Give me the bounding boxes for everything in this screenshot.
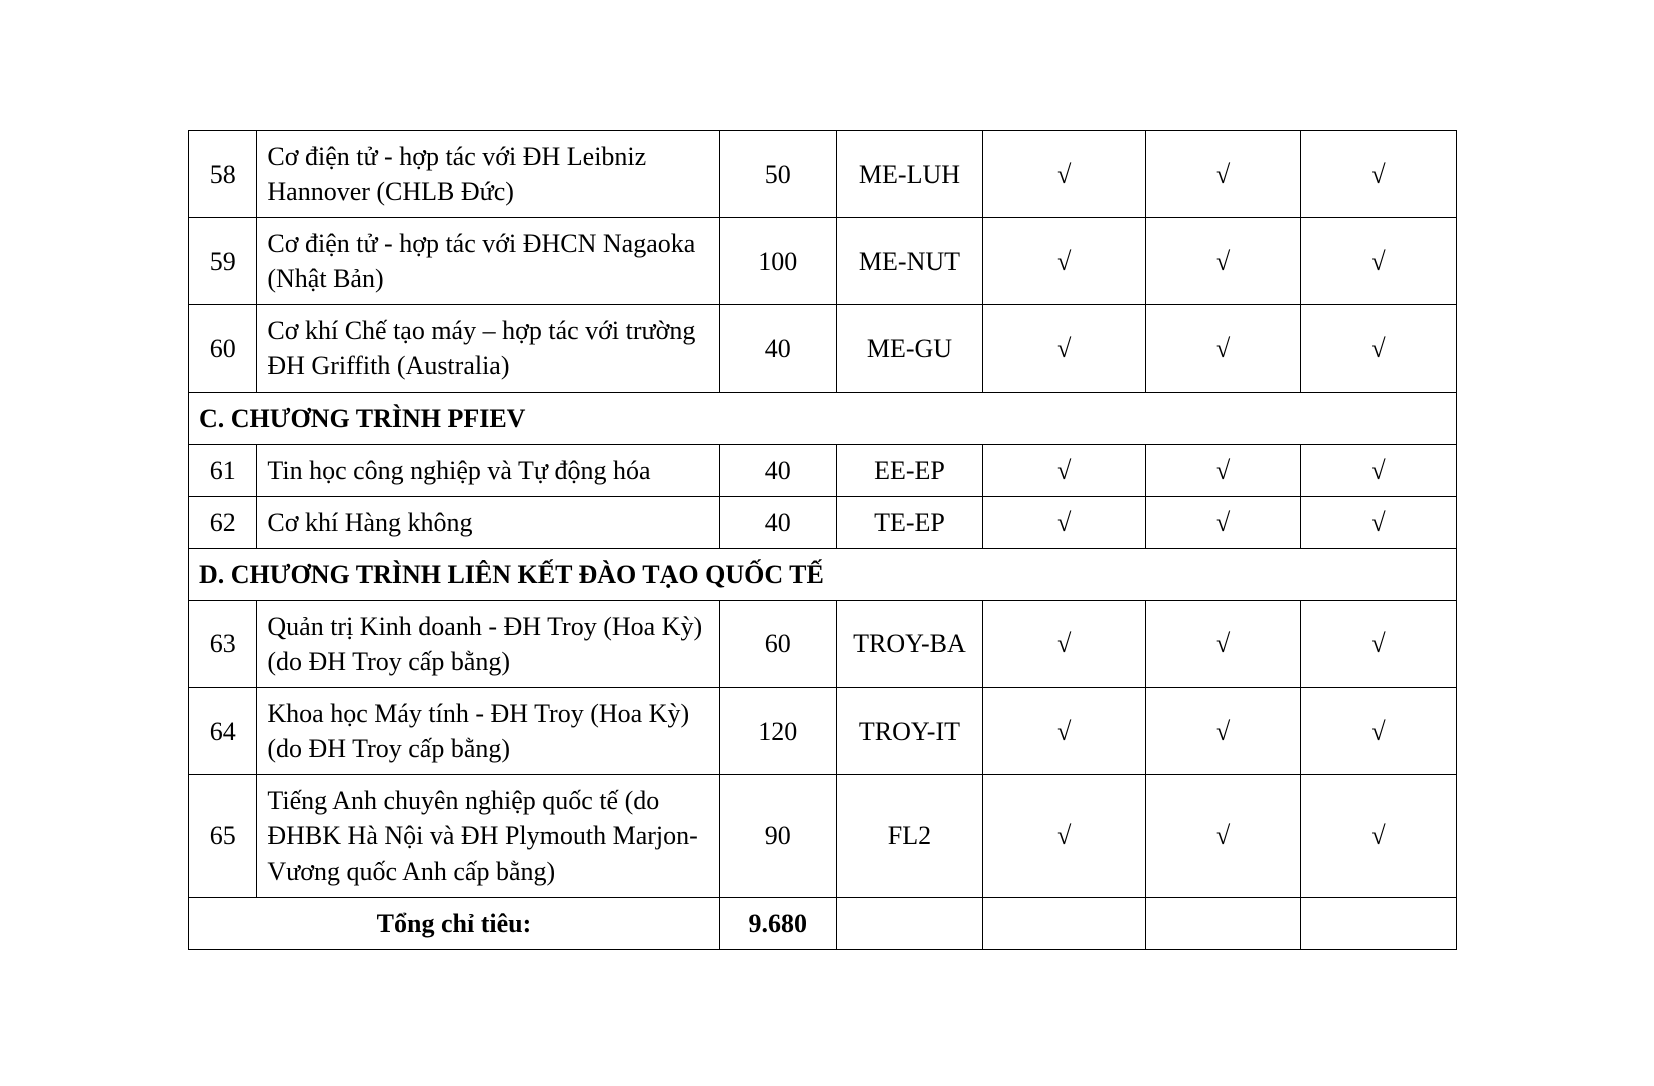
program-name: Cơ khí Hàng không — [257, 496, 720, 548]
check-icon: √ — [983, 496, 1146, 548]
empty-cell — [836, 897, 983, 949]
row-index: 58 — [189, 131, 257, 218]
check-icon: √ — [983, 775, 1146, 897]
capacity: 100 — [719, 218, 836, 305]
capacity: 50 — [719, 131, 836, 218]
empty-cell — [1301, 897, 1457, 949]
row-index: 59 — [189, 218, 257, 305]
table-row: 59 Cơ điện tử - hợp tác với ĐHCN Nagaoka… — [189, 218, 1457, 305]
total-value: 9.680 — [719, 897, 836, 949]
check-icon: √ — [1146, 218, 1301, 305]
table-row: 58 Cơ điện tử - hợp tác với ĐH Leibniz H… — [189, 131, 1457, 218]
check-icon: √ — [1301, 305, 1457, 392]
program-code: ME-LUH — [836, 131, 983, 218]
check-icon: √ — [983, 688, 1146, 775]
program-name: Cơ khí Chế tạo máy – hợp tác với trường … — [257, 305, 720, 392]
check-icon: √ — [1146, 444, 1301, 496]
check-icon: √ — [1146, 496, 1301, 548]
program-code: TE-EP — [836, 496, 983, 548]
capacity: 60 — [719, 600, 836, 687]
check-icon: √ — [983, 444, 1146, 496]
check-icon: √ — [1301, 688, 1457, 775]
check-icon: √ — [1301, 496, 1457, 548]
row-index: 65 — [189, 775, 257, 897]
check-icon: √ — [983, 218, 1146, 305]
table-row: 61 Tin học công nghiệp và Tự động hóa 40… — [189, 444, 1457, 496]
program-code: TROY-BA — [836, 600, 983, 687]
row-index: 60 — [189, 305, 257, 392]
page: 58 Cơ điện tử - hợp tác với ĐH Leibniz H… — [0, 0, 1654, 1086]
capacity: 40 — [719, 496, 836, 548]
check-icon: √ — [1146, 775, 1301, 897]
row-index: 63 — [189, 600, 257, 687]
check-icon: √ — [1146, 600, 1301, 687]
total-label: Tổng chỉ tiêu: — [189, 897, 720, 949]
check-icon: √ — [1146, 131, 1301, 218]
program-name: Cơ điện tử - hợp tác với ĐHCN Nagaoka (N… — [257, 218, 720, 305]
program-code: ME-NUT — [836, 218, 983, 305]
row-index: 61 — [189, 444, 257, 496]
check-icon: √ — [983, 131, 1146, 218]
check-icon: √ — [1301, 600, 1457, 687]
empty-cell — [1146, 897, 1301, 949]
table-row: 62 Cơ khí Hàng không 40 TE-EP √ √ √ — [189, 496, 1457, 548]
section-header: C. CHƯƠNG TRÌNH PFIEV — [189, 392, 1457, 444]
program-name: Cơ điện tử - hợp tác với ĐH Leibniz Hann… — [257, 131, 720, 218]
check-icon: √ — [983, 600, 1146, 687]
capacity: 40 — [719, 305, 836, 392]
capacity: 90 — [719, 775, 836, 897]
capacity: 40 — [719, 444, 836, 496]
program-code: FL2 — [836, 775, 983, 897]
check-icon: √ — [1301, 131, 1457, 218]
program-name: Tin học công nghiệp và Tự động hóa — [257, 444, 720, 496]
check-icon: √ — [1301, 444, 1457, 496]
program-code: EE-EP — [836, 444, 983, 496]
check-icon: √ — [1146, 688, 1301, 775]
total-row: Tổng chỉ tiêu: 9.680 — [189, 897, 1457, 949]
row-index: 64 — [189, 688, 257, 775]
row-index: 62 — [189, 496, 257, 548]
check-icon: √ — [1146, 305, 1301, 392]
section-row: C. CHƯƠNG TRÌNH PFIEV — [189, 392, 1457, 444]
program-code: ME-GU — [836, 305, 983, 392]
table-row: 63 Quản trị Kinh doanh - ĐH Troy (Hoa Kỳ… — [189, 600, 1457, 687]
table-row: 65 Tiếng Anh chuyên nghiệp quốc tế (do Đ… — [189, 775, 1457, 897]
check-icon: √ — [983, 305, 1146, 392]
programs-table: 58 Cơ điện tử - hợp tác với ĐH Leibniz H… — [188, 130, 1457, 950]
check-icon: √ — [1301, 218, 1457, 305]
check-icon: √ — [1301, 775, 1457, 897]
section-header: D. CHƯƠNG TRÌNH LIÊN KẾT ĐÀO TẠO QUỐC TẾ — [189, 548, 1457, 600]
program-name: Tiếng Anh chuyên nghiệp quốc tế (do ĐHBK… — [257, 775, 720, 897]
empty-cell — [983, 897, 1146, 949]
program-name: Quản trị Kinh doanh - ĐH Troy (Hoa Kỳ) (… — [257, 600, 720, 687]
capacity: 120 — [719, 688, 836, 775]
program-code: TROY-IT — [836, 688, 983, 775]
table-row: 60 Cơ khí Chế tạo máy – hợp tác với trườ… — [189, 305, 1457, 392]
section-row: D. CHƯƠNG TRÌNH LIÊN KẾT ĐÀO TẠO QUỐC TẾ — [189, 548, 1457, 600]
table-row: 64 Khoa học Máy tính - ĐH Troy (Hoa Kỳ) … — [189, 688, 1457, 775]
program-name: Khoa học Máy tính - ĐH Troy (Hoa Kỳ) (do… — [257, 688, 720, 775]
